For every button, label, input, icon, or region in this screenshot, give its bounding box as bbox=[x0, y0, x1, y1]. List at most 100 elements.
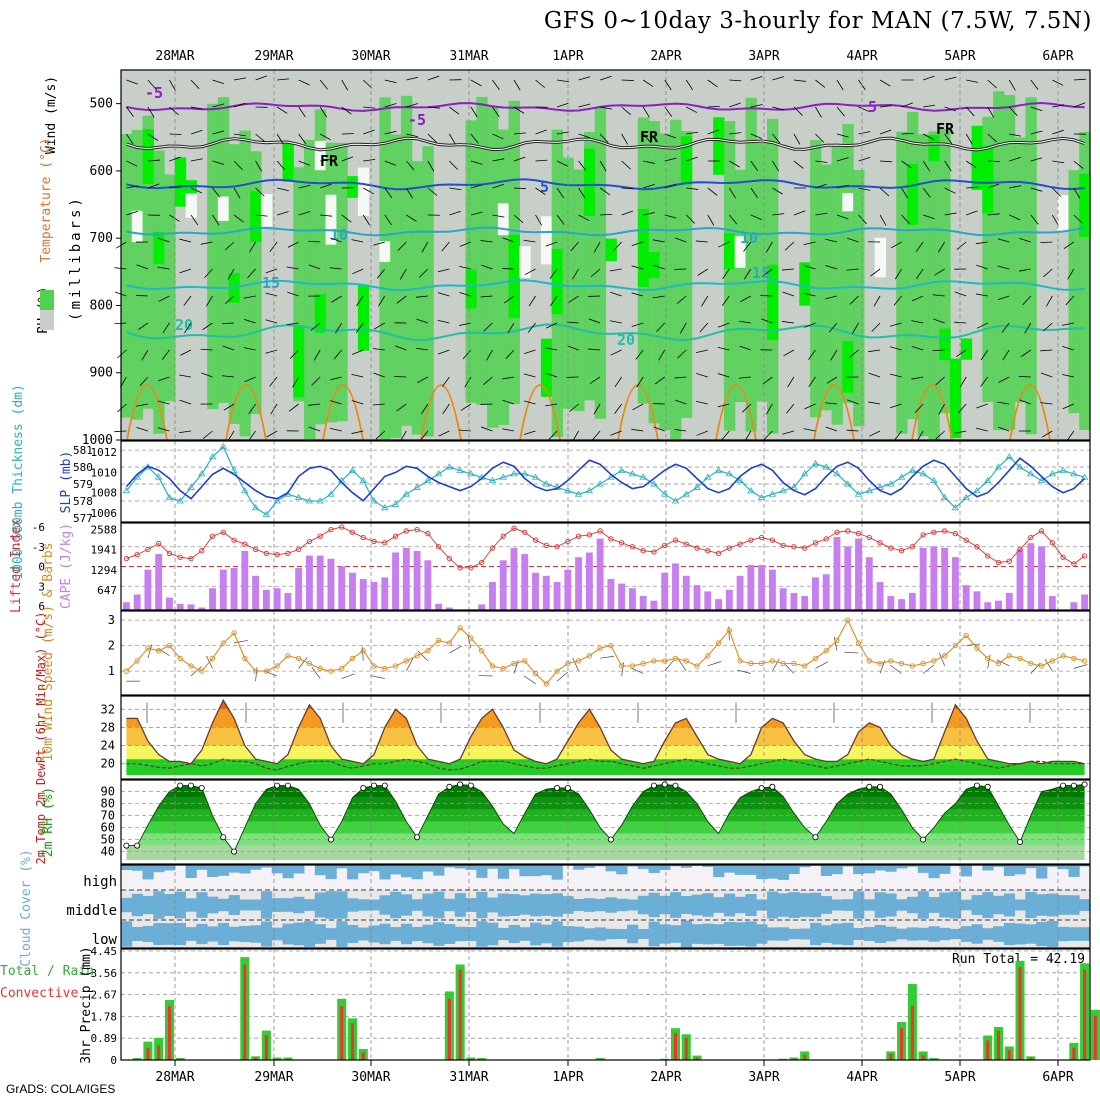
wind-barb bbox=[976, 403, 988, 409]
wind-barb bbox=[786, 403, 795, 414]
rh-shading-high bbox=[347, 176, 359, 198]
wind10m-line bbox=[126, 618, 1085, 685]
wind-barb bbox=[384, 79, 397, 84]
cape-bar bbox=[198, 607, 206, 610]
wind-barb bbox=[373, 372, 385, 378]
cloud-cover-bar bbox=[185, 865, 197, 878]
cape-frame bbox=[120, 522, 1091, 611]
wind-barb bbox=[836, 184, 849, 189]
wind-barb bbox=[202, 322, 213, 331]
wind-barb bbox=[803, 265, 816, 270]
wind-barb bbox=[363, 106, 376, 109]
cloud-cover-bar bbox=[1046, 921, 1059, 947]
date-label-bottom: 31MAR bbox=[449, 1070, 488, 1085]
temp-line bbox=[126, 698, 1085, 765]
thickness-marker bbox=[617, 466, 626, 473]
cape-bar bbox=[585, 552, 593, 610]
wind-barb bbox=[265, 268, 278, 274]
rh2m-marker bbox=[812, 834, 819, 841]
wind-barb bbox=[1062, 374, 1074, 378]
wind-barb bbox=[333, 349, 343, 360]
wind-barb bbox=[1041, 430, 1053, 438]
wind-barb bbox=[437, 349, 450, 355]
wind-barb bbox=[126, 210, 138, 216]
lifted-index-marker bbox=[543, 542, 549, 549]
y-tick-label: 40 bbox=[101, 845, 115, 859]
precip-convective-bar bbox=[350, 1023, 354, 1060]
wind-barb bbox=[249, 241, 256, 253]
rh2m-marker bbox=[381, 782, 388, 789]
wind-barb bbox=[535, 214, 543, 226]
wind-barb bbox=[459, 241, 472, 247]
cloud-cover-bar bbox=[745, 893, 757, 917]
wind-barb bbox=[966, 210, 978, 216]
wind-barb bbox=[889, 346, 902, 351]
wind-barb bbox=[550, 295, 558, 307]
wind-barb bbox=[320, 214, 333, 217]
wind-barb bbox=[502, 399, 515, 405]
thickness-marker bbox=[251, 504, 260, 511]
axis-title-slp: SLP (mb) bbox=[59, 451, 74, 514]
cape-bar bbox=[553, 582, 561, 610]
wind-barb bbox=[200, 241, 213, 245]
wind-barb bbox=[664, 214, 677, 219]
wind-barb bbox=[740, 295, 752, 303]
y-tick-label: 3 bbox=[38, 580, 45, 593]
cloud-cover-bar bbox=[250, 865, 262, 870]
cloud-cover-bar bbox=[767, 891, 779, 919]
wind-barb bbox=[781, 268, 794, 271]
cloud-cover-bar bbox=[228, 895, 240, 915]
wind-barb bbox=[664, 157, 677, 162]
cloud-cover-bar bbox=[390, 891, 402, 919]
y-tick-label: 578 bbox=[73, 495, 93, 508]
rh2m-marker bbox=[984, 783, 991, 790]
wind-barb bbox=[244, 376, 256, 383]
wind-barb bbox=[523, 373, 536, 378]
chart-title: GFS 0~10day 3-hourly for MAN (7.5W, 7.5N… bbox=[543, 8, 1092, 34]
temp-contour-25 bbox=[519, 384, 561, 441]
wind-barb bbox=[384, 160, 397, 166]
cape-bar bbox=[790, 592, 798, 610]
wind-barb bbox=[298, 184, 311, 189]
wind-barb bbox=[707, 214, 715, 226]
lifted-index-marker bbox=[145, 546, 151, 553]
cloud-cover-bar bbox=[745, 865, 757, 875]
cloud-cover-bar bbox=[185, 898, 197, 912]
thickness-marker bbox=[628, 470, 637, 477]
wind-barb bbox=[406, 76, 419, 81]
wind-barb bbox=[1020, 349, 1032, 358]
wind-barb bbox=[462, 349, 472, 360]
cloud-cover-bar bbox=[260, 921, 273, 947]
wind-barb bbox=[1052, 187, 1061, 197]
wind-barb bbox=[460, 403, 472, 411]
wind-barb bbox=[449, 187, 462, 191]
lifted-index-marker bbox=[209, 533, 216, 539]
wind-barb bbox=[470, 160, 483, 165]
y-tick-label: 800 bbox=[90, 298, 113, 313]
wind-barb bbox=[141, 349, 149, 361]
cape-bar bbox=[855, 538, 862, 610]
wind-barb bbox=[223, 403, 235, 411]
lifted-index-marker bbox=[1017, 546, 1023, 553]
rh-shading bbox=[304, 139, 316, 440]
cloud-cover-bar bbox=[702, 893, 714, 917]
wind-barb bbox=[609, 320, 622, 324]
y-tick-label: 647 bbox=[97, 584, 117, 597]
wind-barb bbox=[441, 376, 450, 387]
cloud-level-label: middle bbox=[66, 903, 117, 919]
wind-barb bbox=[158, 295, 170, 302]
cloud-cover-bar bbox=[336, 921, 348, 947]
wind-barb bbox=[1073, 187, 1081, 199]
wind-barb bbox=[378, 295, 386, 307]
wind-barb bbox=[545, 372, 558, 378]
cape-bar bbox=[844, 546, 852, 610]
rh2m-marker bbox=[446, 783, 453, 790]
wind10m-marker bbox=[414, 653, 420, 659]
axis-title-temperature: Temperature (°C) bbox=[39, 137, 54, 262]
cloud-cover-bar bbox=[347, 898, 359, 912]
cloud-cover-bar bbox=[767, 927, 779, 941]
wind-barb bbox=[169, 186, 182, 189]
wind-barb bbox=[233, 77, 246, 81]
wind-barb bbox=[570, 241, 579, 252]
cloud-cover-bar bbox=[928, 926, 940, 942]
